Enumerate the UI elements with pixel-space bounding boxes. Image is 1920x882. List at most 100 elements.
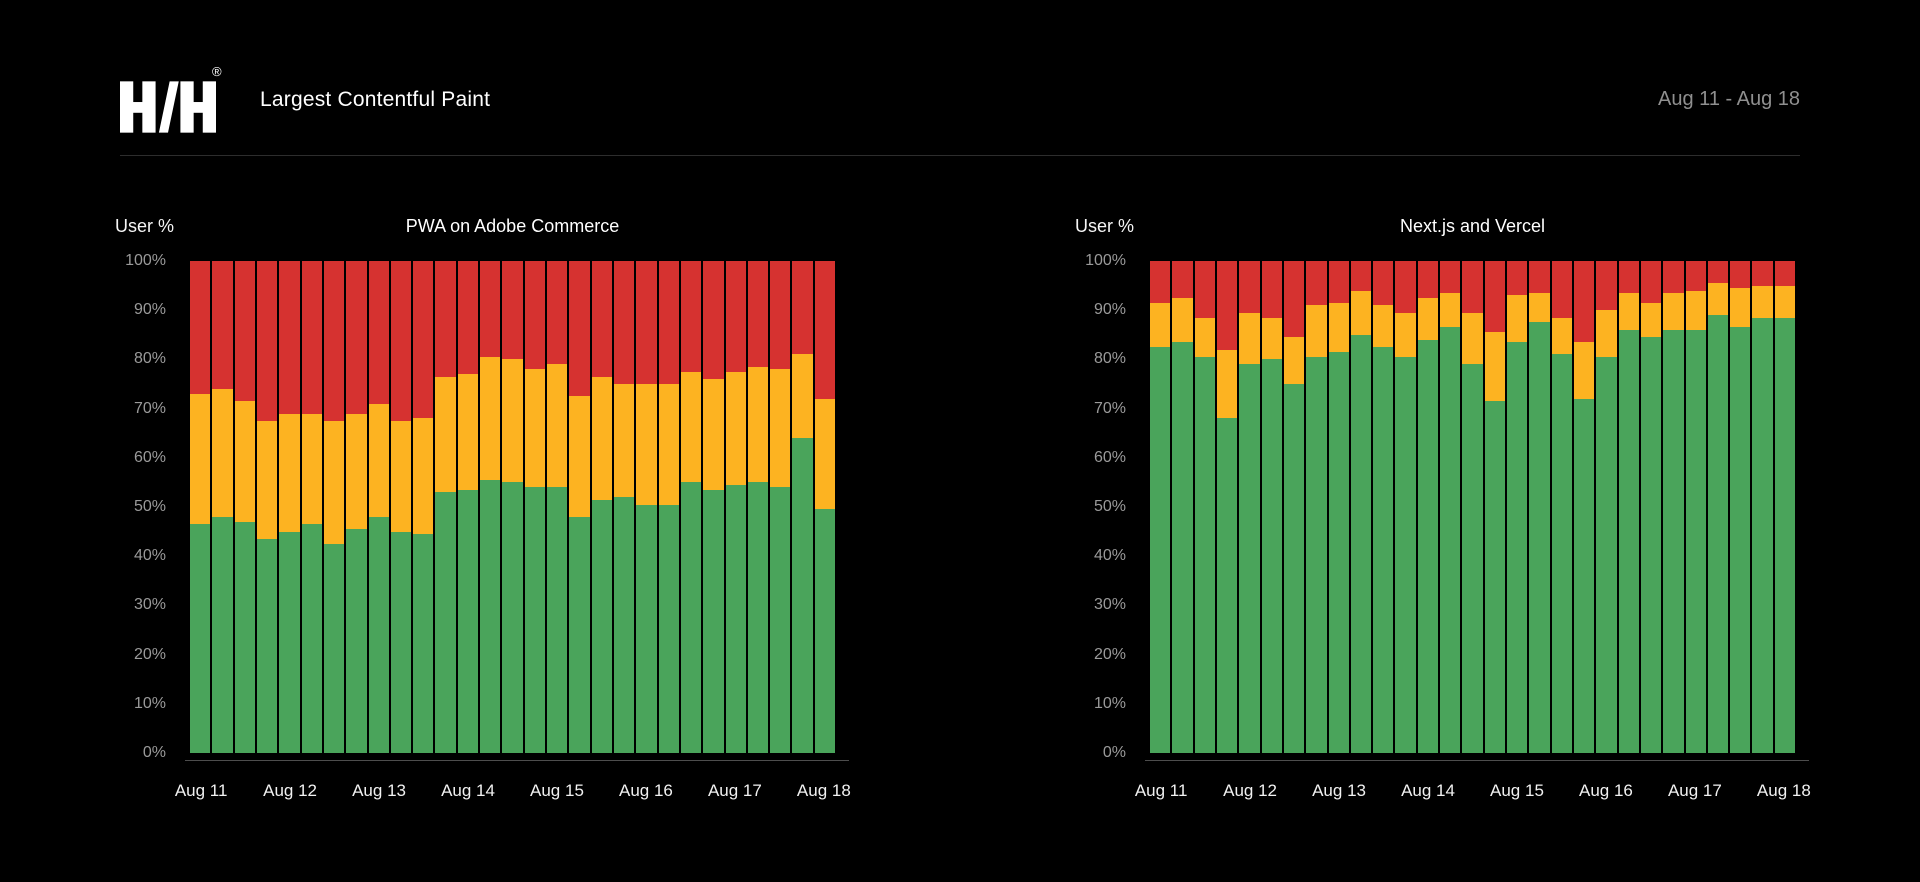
bar-segment-poor — [502, 261, 523, 360]
stacked-bar — [1507, 261, 1528, 753]
bar-segment-good — [747, 482, 769, 753]
bar-segment-needs_improvement — [636, 384, 657, 505]
y-tick-label: 90% — [1093, 301, 1126, 319]
bar-segment-poor — [1350, 261, 1372, 291]
bar-segment-needs_improvement — [524, 369, 545, 488]
bar-segment-needs_improvement — [1216, 349, 1238, 419]
bar-segment-poor — [1507, 261, 1528, 296]
bar-segment-needs_improvement — [413, 418, 434, 535]
bar-segment-needs_improvement — [1239, 312, 1260, 365]
bar-segment-poor — [703, 261, 724, 380]
helly-hansen-logo — [120, 78, 216, 136]
stacked-bar — [1306, 261, 1327, 753]
stacked-bar — [591, 261, 612, 753]
bar-segment-needs_improvement — [457, 374, 479, 490]
x-tick-label: Aug 16 — [1578, 781, 1633, 800]
bar-segment-good — [301, 524, 322, 753]
bar-segment-needs_improvement — [234, 401, 255, 522]
bar-segment-poor — [613, 261, 635, 384]
stacked-bar — [212, 261, 233, 753]
bar-segment-needs_improvement — [368, 403, 389, 517]
bar-segment-good — [1172, 342, 1193, 753]
stacked-bar — [547, 261, 568, 753]
bar-segment-good — [1507, 342, 1528, 753]
bar-segment-needs_improvement — [658, 384, 679, 505]
x-tick-label: Aug 16 — [618, 781, 673, 800]
stacked-bar — [1350, 261, 1372, 753]
bar-segment-needs_improvement — [1194, 317, 1215, 357]
bar-segment-needs_improvement — [1417, 297, 1439, 340]
stacked-bar — [1618, 261, 1639, 753]
x-tick-label: Aug 17 — [707, 781, 762, 800]
bar-segment-poor — [279, 261, 300, 414]
bar-segment-good — [1216, 418, 1238, 753]
bar-segment-poor — [1283, 261, 1305, 338]
y-tick-label: 20% — [1093, 645, 1126, 663]
stacked-bar — [390, 261, 412, 753]
bar-segment-good — [524, 487, 545, 753]
stacked-bar — [792, 261, 813, 753]
plot-area — [1150, 261, 1796, 753]
bar-segment-poor — [1484, 261, 1505, 333]
stacked-bar — [1373, 261, 1394, 753]
x-tick-label: Aug 14 — [441, 781, 495, 800]
stacked-bar — [1663, 261, 1684, 753]
bar-segment-poor — [390, 261, 412, 421]
bar-segment-good — [1261, 359, 1282, 753]
bar-segment-needs_improvement — [747, 366, 769, 483]
stacked-bar — [256, 261, 278, 753]
bar-segment-poor — [234, 261, 255, 402]
stacked-bar — [1395, 261, 1416, 753]
x-tick-label: Aug 15 — [530, 781, 584, 800]
bar-segment-poor — [212, 261, 233, 389]
bar-segment-good — [613, 497, 635, 753]
bar-segment-poor — [346, 261, 367, 414]
stacked-bar — [658, 261, 679, 753]
bar-segment-good — [725, 484, 746, 753]
bar-segment-good — [413, 534, 434, 753]
stacked-bar — [480, 261, 501, 753]
stacked-bar — [725, 261, 746, 753]
bar-segment-needs_improvement — [1328, 302, 1349, 352]
bar-segment-needs_improvement — [792, 354, 813, 439]
bar-segment-good — [435, 492, 456, 753]
registered-mark: ® — [212, 64, 222, 79]
x-tick-label: Aug 12 — [1223, 781, 1278, 800]
bar-segment-needs_improvement — [502, 359, 523, 483]
stacked-bar — [1484, 261, 1505, 753]
bar-segment-good — [368, 516, 389, 753]
bar-segment-poor — [1685, 261, 1706, 291]
y-tick-label: 30% — [133, 596, 166, 614]
bar-segment-poor — [636, 261, 657, 384]
bar-segment-needs_improvement — [190, 393, 211, 525]
bar-segment-needs_improvement — [346, 413, 367, 530]
y-tick-label: 20% — [133, 645, 166, 663]
bar-segment-poor — [480, 261, 501, 357]
bar-segment-needs_improvement — [680, 371, 702, 483]
stacked-bar — [1283, 261, 1305, 753]
stacked-bar — [1707, 261, 1729, 753]
stacked-bar — [613, 261, 635, 753]
bar-segment-poor — [814, 261, 836, 399]
bar-segment-good — [323, 543, 345, 753]
bar-segment-good — [234, 521, 255, 753]
bar-segment-poor — [1440, 261, 1461, 293]
bar-segment-good — [1417, 339, 1439, 753]
bar-segment-poor — [725, 261, 746, 372]
x-axis-line — [185, 760, 849, 761]
bar-segment-poor — [1573, 261, 1595, 343]
bar-segment-poor — [1618, 261, 1639, 293]
bar-segment-needs_improvement — [1730, 288, 1751, 328]
chart-title: Next.js and Vercel — [1399, 216, 1546, 236]
y-tick-label: 50% — [1093, 498, 1126, 515]
bar-segment-poor — [457, 261, 479, 375]
x-tick-label: Aug 14 — [1401, 781, 1455, 800]
bar-segment-needs_improvement — [390, 420, 412, 532]
bar-segment-poor — [1150, 261, 1171, 303]
bar-segment-poor — [1216, 261, 1238, 350]
bar-segment-good — [792, 438, 813, 753]
bar-segment-good — [1150, 347, 1171, 753]
bar-segment-needs_improvement — [1618, 292, 1639, 330]
bar-segment-needs_improvement — [212, 388, 233, 517]
bar-segment-poor — [1373, 261, 1394, 306]
